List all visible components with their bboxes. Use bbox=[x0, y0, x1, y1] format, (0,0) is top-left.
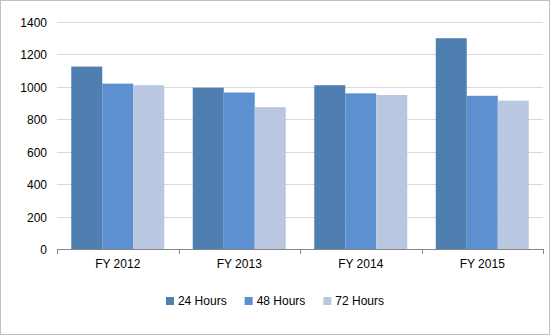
x-tick-label: FY 2014 bbox=[338, 257, 383, 271]
chart-border bbox=[1, 1, 550, 335]
bar bbox=[436, 38, 467, 249]
x-axis-tick bbox=[422, 249, 423, 254]
legend-swatch bbox=[245, 297, 253, 305]
bar bbox=[71, 67, 102, 249]
y-tick-label: 200 bbox=[27, 211, 47, 225]
bar bbox=[314, 85, 345, 249]
x-tick-label: FY 2013 bbox=[217, 257, 262, 271]
bar bbox=[498, 101, 529, 249]
y-tick-label: 1400 bbox=[20, 16, 47, 30]
bar bbox=[133, 85, 164, 249]
legend-label: 24 Hours bbox=[178, 294, 227, 308]
legend-swatch bbox=[323, 297, 331, 305]
bar bbox=[193, 88, 224, 249]
x-tick-label: FY 2012 bbox=[95, 257, 140, 271]
bar bbox=[102, 84, 133, 249]
bar bbox=[255, 107, 286, 249]
y-tick-label: 0 bbox=[40, 243, 47, 257]
x-axis-tick bbox=[57, 249, 58, 254]
bar bbox=[224, 93, 255, 249]
chart: 0 200 400 600 800 1000 1200 1400 FY 2012 FY 2013 F… bbox=[0, 0, 550, 335]
grid-line bbox=[57, 54, 543, 55]
bar bbox=[345, 93, 376, 249]
bar bbox=[376, 95, 407, 249]
legend: 24 Hours 48 Hours 72 Hours bbox=[166, 294, 384, 308]
y-tick-label: 600 bbox=[27, 146, 47, 160]
y-tick-label: 400 bbox=[27, 178, 47, 192]
legend-label: 72 Hours bbox=[335, 294, 384, 308]
legend-label: 48 Hours bbox=[257, 294, 306, 308]
x-axis-tick bbox=[179, 249, 180, 254]
bar bbox=[467, 96, 498, 249]
x-tick-label: FY 2015 bbox=[460, 257, 505, 271]
y-tick-label: 1200 bbox=[20, 48, 47, 62]
y-tick-label: 1000 bbox=[20, 81, 47, 95]
x-axis-tick bbox=[543, 249, 544, 254]
bars bbox=[71, 38, 529, 249]
legend-swatch bbox=[166, 297, 174, 305]
grid-line bbox=[57, 22, 543, 23]
x-axis-tick bbox=[300, 249, 301, 254]
y-tick-label: 800 bbox=[27, 113, 47, 127]
